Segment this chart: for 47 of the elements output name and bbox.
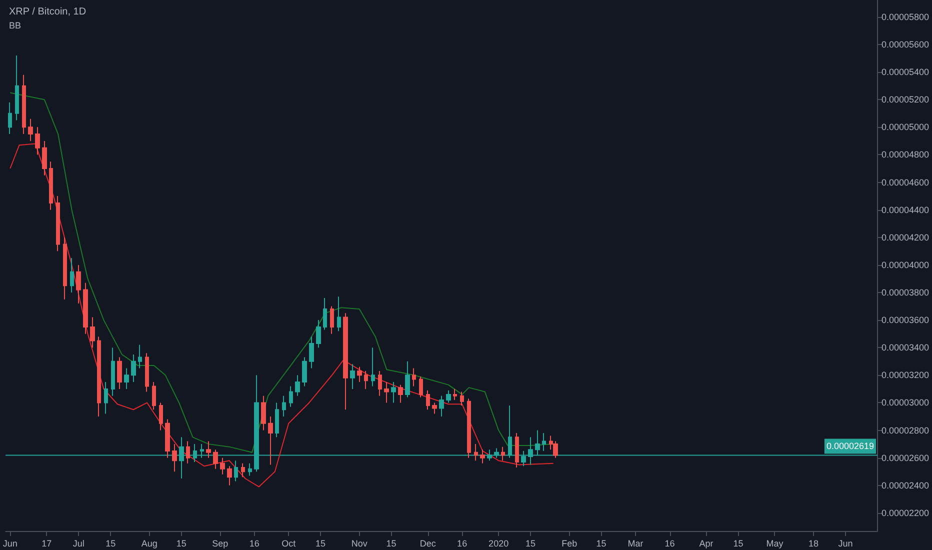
x-tick-label: Feb: [562, 538, 578, 548]
x-tick-label: Nov: [351, 538, 368, 548]
y-tick-label: 0.00005200: [881, 94, 930, 105]
x-tick-label: 15: [386, 538, 396, 548]
y-tick-label: 0.00005600: [881, 40, 930, 50]
ref-line-label: 0.00002619: [826, 441, 874, 452]
x-tick-label: 16: [249, 538, 260, 548]
x-tick-label: 15: [733, 538, 744, 548]
y-tick-label: 0.00005400: [881, 67, 930, 78]
x-tick-label: Oct: [282, 538, 296, 548]
y-tick-label: 0.00002600: [881, 452, 930, 463]
x-tick-label: Mar: [628, 538, 644, 548]
y-tick-label: 0.00003000: [881, 398, 930, 408]
x-tick-label: 16: [457, 538, 468, 548]
x-tick-label: 15: [596, 538, 606, 548]
x-tick-label: 2020: [488, 538, 509, 548]
y-tick-label: 0.00002400: [881, 480, 930, 490]
y-tick-label: 0.00002800: [881, 425, 930, 436]
x-tick-label: 15: [176, 538, 186, 548]
y-tick-label: 0.00005800: [881, 12, 930, 22]
y-tick-label: 0.00004200: [881, 232, 930, 242]
y-tick-label: 0.00003400: [881, 342, 930, 353]
y-tick-label: 0.00003200: [881, 370, 930, 380]
y-tick-label: 0.00003600: [881, 315, 930, 326]
x-tick-label: Sep: [212, 538, 228, 548]
y-tick-label: 0.00003800: [881, 288, 930, 298]
y-tick-label: 0.00004400: [881, 204, 930, 215]
x-tick-label: 16: [664, 538, 675, 548]
x-tick-label: May: [766, 538, 784, 548]
text: BB: [9, 20, 22, 30]
x-tick-label: Apr: [699, 538, 714, 548]
x-tick-label: 15: [316, 538, 326, 548]
y-tick-label: 0.00005000: [881, 122, 930, 132]
text: XRP / Bitcoin, 1D: [9, 6, 86, 18]
x-tick-label: 15: [526, 538, 536, 548]
x-tick-label: Jun: [2, 538, 18, 548]
y-tick-label: 0.00004600: [881, 177, 930, 188]
y-tick-label: 0.00004000: [881, 260, 930, 270]
x-tick-label: Jul: [72, 538, 84, 548]
x-tick-label: Dec: [420, 538, 436, 548]
x-tick-label: 18: [808, 538, 819, 548]
y-tick-label: 0.00004800: [881, 150, 930, 160]
y-tick-label: 0.00002200: [881, 508, 930, 518]
x-tick-label: 17: [42, 538, 52, 548]
x-tick-label: Aug: [141, 538, 158, 548]
x-tick-label: Jun: [838, 538, 853, 548]
x-tick-label: 15: [106, 538, 116, 548]
